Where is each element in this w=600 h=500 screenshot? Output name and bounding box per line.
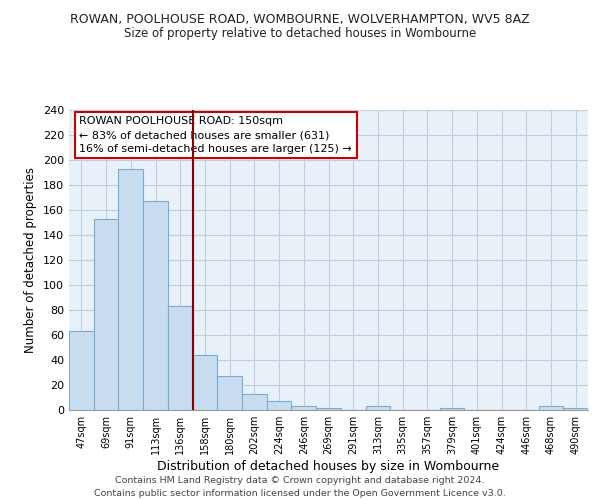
Bar	[440, 408, 464, 410]
Bar	[292, 406, 316, 410]
Bar	[118, 169, 143, 410]
Text: Size of property relative to detached houses in Wombourne: Size of property relative to detached ho…	[124, 28, 476, 40]
Bar	[267, 401, 292, 410]
Bar	[168, 306, 193, 410]
Bar	[563, 408, 588, 410]
Bar	[69, 331, 94, 410]
Y-axis label: Number of detached properties: Number of detached properties	[25, 167, 37, 353]
X-axis label: Distribution of detached houses by size in Wombourne: Distribution of detached houses by size …	[157, 460, 500, 473]
Bar	[316, 408, 341, 410]
Bar	[539, 406, 563, 410]
Bar	[143, 201, 168, 410]
Text: ROWAN, POOLHOUSE ROAD, WOMBOURNE, WOLVERHAMPTON, WV5 8AZ: ROWAN, POOLHOUSE ROAD, WOMBOURNE, WOLVER…	[70, 12, 530, 26]
Bar	[193, 355, 217, 410]
Bar	[94, 219, 118, 410]
Bar	[217, 376, 242, 410]
Text: ROWAN POOLHOUSE ROAD: 150sqm
← 83% of detached houses are smaller (631)
16% of s: ROWAN POOLHOUSE ROAD: 150sqm ← 83% of de…	[79, 116, 352, 154]
Bar	[365, 406, 390, 410]
Bar	[242, 394, 267, 410]
Text: Contains HM Land Registry data © Crown copyright and database right 2024.
Contai: Contains HM Land Registry data © Crown c…	[94, 476, 506, 498]
